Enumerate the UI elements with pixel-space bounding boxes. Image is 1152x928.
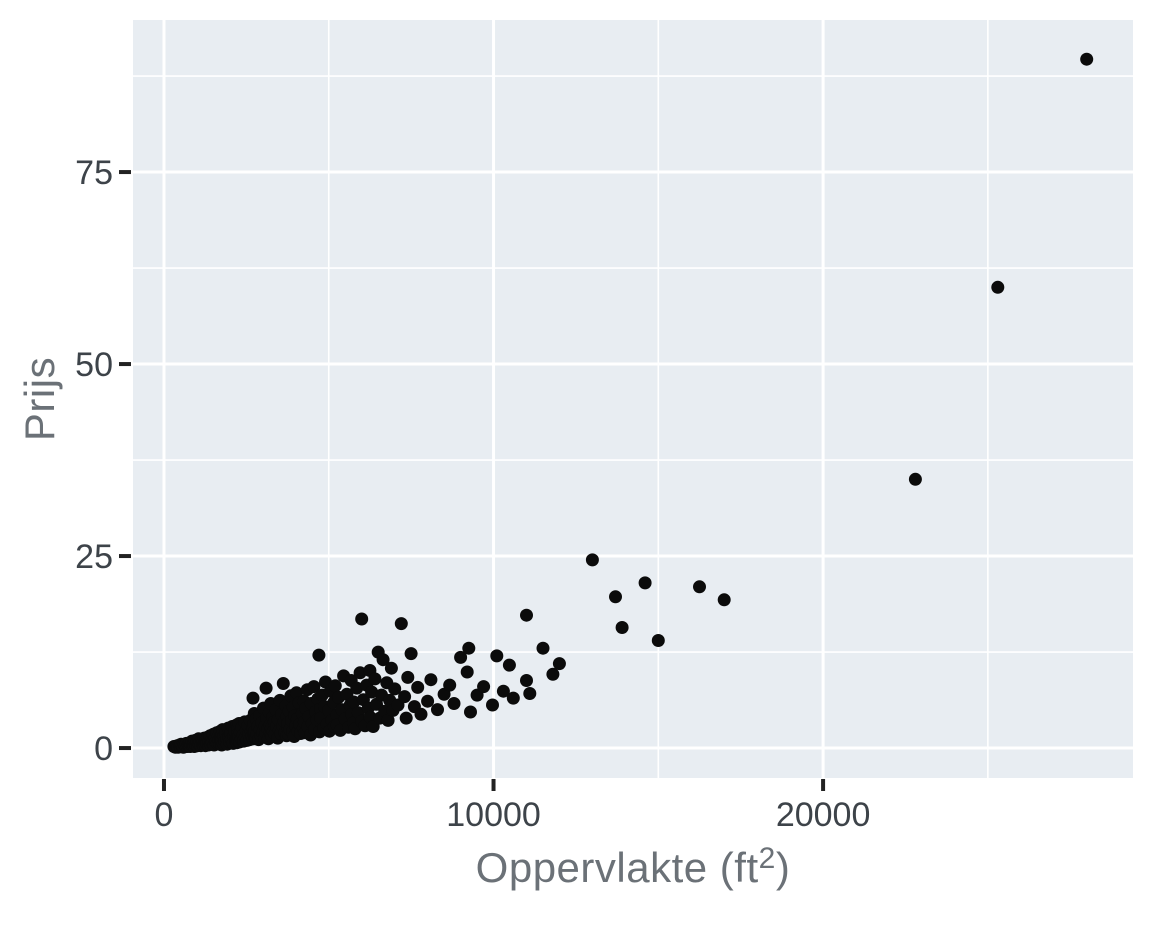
x-axis-title-text: Oppervlakte (ft <box>475 844 759 891</box>
data-point <box>355 612 369 626</box>
data-point <box>368 672 382 686</box>
major-gridlines <box>133 20 1133 778</box>
data-point <box>1080 52 1094 66</box>
data-point <box>290 686 303 700</box>
data-point <box>490 649 504 663</box>
data-point <box>431 703 444 717</box>
data-point <box>276 677 290 690</box>
x-axis-tick-label: 0 <box>155 796 174 834</box>
data-point <box>454 650 468 664</box>
plot-panel <box>133 20 1133 778</box>
data-point <box>477 680 491 694</box>
data-point <box>486 698 499 712</box>
data-point <box>404 647 418 661</box>
data-point <box>259 681 273 695</box>
data-point <box>615 621 629 634</box>
data-point <box>384 661 398 675</box>
x-axis-title-close-paren: ) <box>775 844 791 891</box>
x-axis-tick-labels: 0 10000 20000 <box>155 796 871 834</box>
x-axis-title-superscript: 2 <box>758 842 776 875</box>
data-point <box>414 707 428 721</box>
x-axis-title: Oppervlakte (ft2) <box>133 842 1133 892</box>
data-point <box>536 641 550 655</box>
data-point <box>908 472 922 486</box>
data-point <box>424 673 438 687</box>
data-point <box>376 653 390 667</box>
data-point <box>447 697 461 710</box>
data-point <box>520 674 533 687</box>
data-point <box>585 553 599 567</box>
data-point <box>388 682 402 696</box>
data-point <box>506 691 520 705</box>
data-point <box>328 679 342 693</box>
data-point <box>496 684 510 698</box>
data-point <box>381 713 395 727</box>
data-point <box>991 280 1005 294</box>
data-point <box>638 576 652 590</box>
data-point <box>520 608 533 622</box>
y-axis-tick-label: 75 <box>75 154 113 192</box>
data-point <box>312 648 326 662</box>
data-point <box>717 593 731 607</box>
y-axis-tick-labels: 0 25 50 75 <box>75 154 113 768</box>
data-point <box>350 681 364 695</box>
data-point <box>464 705 477 719</box>
minor-gridlines <box>133 20 1133 778</box>
data-point <box>398 690 412 704</box>
data-point <box>411 680 425 694</box>
y-axis-tick-label: 0 <box>94 730 113 768</box>
x-axis-tick-label: 20000 <box>776 796 871 834</box>
data-point <box>609 590 622 604</box>
data-point <box>421 694 435 708</box>
data-point <box>401 670 415 684</box>
data-point <box>307 680 321 694</box>
data-point <box>365 685 379 699</box>
data-point <box>394 617 408 631</box>
data-point <box>460 665 474 679</box>
data-point <box>546 667 560 681</box>
data-point <box>693 580 706 594</box>
data-point <box>651 634 665 647</box>
y-axis-tick-label: 25 <box>75 538 113 576</box>
data-point <box>353 666 367 680</box>
y-axis-tick-label: 50 <box>75 346 113 384</box>
data-point <box>246 691 260 705</box>
data-point <box>502 658 516 672</box>
data-point <box>552 657 566 671</box>
x-axis-tick-label: 10000 <box>446 796 541 834</box>
y-axis-title: Prijs <box>16 356 63 442</box>
data-point <box>399 711 413 725</box>
data-point <box>443 678 457 692</box>
data-point <box>462 641 476 655</box>
axis-ticks <box>119 170 826 791</box>
points-layer <box>167 52 1094 754</box>
data-point <box>523 687 537 700</box>
